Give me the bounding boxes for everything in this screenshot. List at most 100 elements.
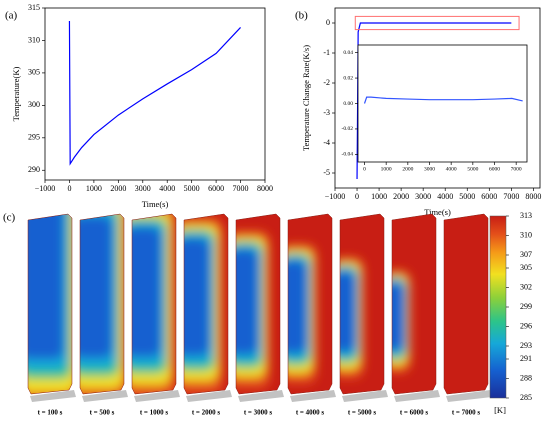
x-tick-label: 0 [355,192,359,201]
snapshot-shadow [134,390,180,402]
snapshot-label: t = 1000 s [140,409,169,417]
x-tick-label: 4000 [437,192,453,201]
x-tick-label: 0 [67,184,71,193]
snapshot-edge [131,213,177,395]
snapshot-field [28,214,72,394]
colorbar-tick-label: 285 [520,393,532,402]
x-tick-label: 6000 [208,184,224,193]
snapshot-label: t = 100 s [38,409,63,417]
snapshot-shadow [186,390,232,402]
snapshot-edge [443,213,489,395]
y-tick-label: -5 [323,168,330,177]
snapshot-label: t = 7000 s [452,409,481,417]
panel-label: (a) [5,10,18,22]
snapshot-label: t = 2000 s [192,409,221,417]
cold-layer [80,216,113,358]
x-tick-label: 8000 [525,192,541,201]
x-tick-label: 5000 [459,192,475,201]
x-tick-label: 2000 [393,192,409,201]
snapshot-field [340,214,384,394]
plot-frame [334,7,541,189]
highlight-box [354,15,520,31]
snapshot-edge [79,213,125,395]
y-tick-label: 315 [28,3,40,12]
colorbar-tick-label: 313 [520,211,532,220]
snapshot-label: t = 4000 s [296,409,325,417]
colorbar-tick-label: 293 [520,341,532,350]
y-tick-label: 310 [28,35,40,44]
x-tick-label: 4000 [159,184,175,193]
colorbar-tick-label: 305 [520,263,532,272]
x-tick-label: 8000 [257,184,273,193]
snapshot-shadow [394,390,440,402]
colorbar [489,215,507,399]
snapshot-body [444,214,488,394]
x-tick-label: 0 [363,167,366,173]
x-tick-label: 7000 [511,167,522,173]
x-tick-label: 7000 [503,192,519,201]
snapshot-shadow [30,390,76,402]
colorbar-tick-label: 288 [520,373,532,382]
x-tick-label: 2000 [110,184,126,193]
plot-frame [44,7,266,181]
snapshot-field [184,214,228,394]
y-tick-label: 300 [28,100,40,109]
cold-layer [340,271,356,353]
y-tick-label: 305 [28,68,40,77]
snapshot [235,213,284,402]
plot-frame [357,44,528,163]
colorbar-tick-label: 296 [520,321,532,330]
data-line [363,96,523,104]
snapshot [79,213,128,402]
x-tick-label: −1000 [35,184,56,193]
snapshot [391,213,440,402]
cold-region [80,214,124,394]
cold-layer [184,238,210,356]
snapshot-field [444,214,488,394]
snapshot-label: t = 3000 s [244,409,273,417]
snapshot-shadow [342,390,388,402]
colorbar-tick-label: 307 [520,250,532,259]
snapshot [27,213,76,402]
snapshot-field [288,214,332,394]
x-tick-label: 3000 [135,184,151,193]
x-tick-label: 5000 [467,167,478,173]
x-axis-label: Time(s) [142,199,169,209]
cold-region [288,243,317,384]
y-tick-label: 0.02 [343,75,353,81]
y-tick-label: 0.00 [343,101,353,107]
panel-label: (c) [3,212,16,224]
cold-layer [392,282,405,352]
x-axis-label: Time(s) [424,207,451,217]
snapshot [131,213,180,402]
snapshot-edge [287,213,333,395]
x-tick-label: 5000 [184,184,200,193]
x-tick-label: 6000 [481,192,497,201]
colorbar-tick-label: 299 [520,302,532,311]
cold-region [132,214,176,394]
cold-region [236,230,270,389]
y-axis-label: Temperature(K) [11,67,21,122]
x-tick-label: 6000 [489,167,500,173]
y-tick-label: -2 [323,78,330,87]
y-tick-label: 0 [326,18,330,27]
y-tick-label: -3 [323,108,330,117]
y-tick-label: -0.04 [342,152,354,158]
cold-region [184,217,223,394]
y-tick-label: 0.04 [343,50,353,56]
colorbar-tick-label: 310 [520,230,532,239]
x-tick-label: 1000 [86,184,102,193]
x-tick-label: 3000 [415,192,431,201]
snapshot-edge [183,213,229,395]
cold-region [28,214,72,394]
snapshot [339,213,388,402]
y-tick-label: 290 [28,165,40,174]
cold-layer [236,249,259,355]
x-tick-label: 3000 [424,167,435,173]
panel-label: (b) [295,10,308,22]
cold-layer [132,227,162,357]
snapshot-edge [235,213,281,395]
y-tick-label: -0.02 [342,126,354,132]
x-tick-label: 1000 [371,192,387,201]
